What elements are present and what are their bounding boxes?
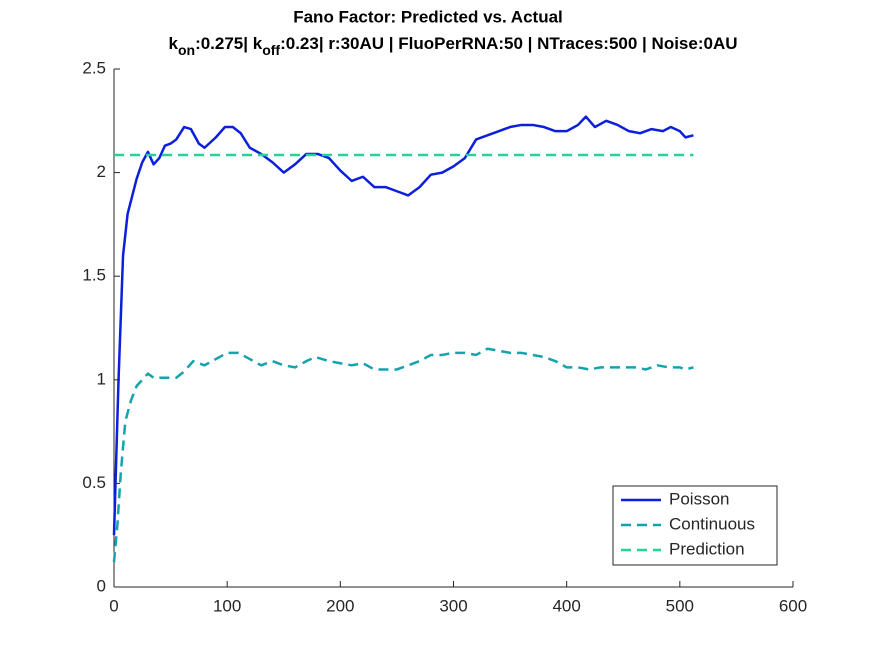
legend-label: Continuous [669, 514, 755, 533]
y-tick-label: 1.5 [82, 266, 106, 285]
subtitle-part: k [168, 34, 178, 53]
subscript: off [262, 42, 280, 58]
y-tick-label: 2.5 [82, 58, 106, 77]
x-tick-label: 200 [326, 596, 354, 615]
legend-label: Prediction [669, 539, 745, 558]
y-tick-label: 0.5 [82, 473, 106, 492]
series-line [112, 115, 694, 536]
x-tick-label: 100 [213, 596, 241, 615]
subtitle-part: :0.275| k [195, 34, 263, 53]
y-tick-label: 0 [97, 576, 106, 595]
x-tick-label: 500 [666, 596, 694, 615]
x-tick-label: 400 [552, 596, 580, 615]
legend-label: Poisson [669, 489, 729, 508]
x-tick-label: 0 [109, 596, 118, 615]
subscript: on [178, 42, 195, 58]
series-line [112, 347, 694, 563]
y-tick-label: 1 [97, 369, 106, 388]
x-tick-label: 300 [439, 596, 467, 615]
chart-subtitle: kon:0.275| koff:0.23| r:30AU | FluoPerRN… [168, 34, 737, 57]
y-tick-label: 2 [97, 162, 106, 181]
subtitle-part: :0.23| r:30AU | FluoPerRNA:50 | NTraces:… [280, 34, 737, 53]
x-tick-label: 600 [779, 596, 807, 615]
chart-title: Fano Factor: Predicted vs. Actual [293, 7, 563, 26]
